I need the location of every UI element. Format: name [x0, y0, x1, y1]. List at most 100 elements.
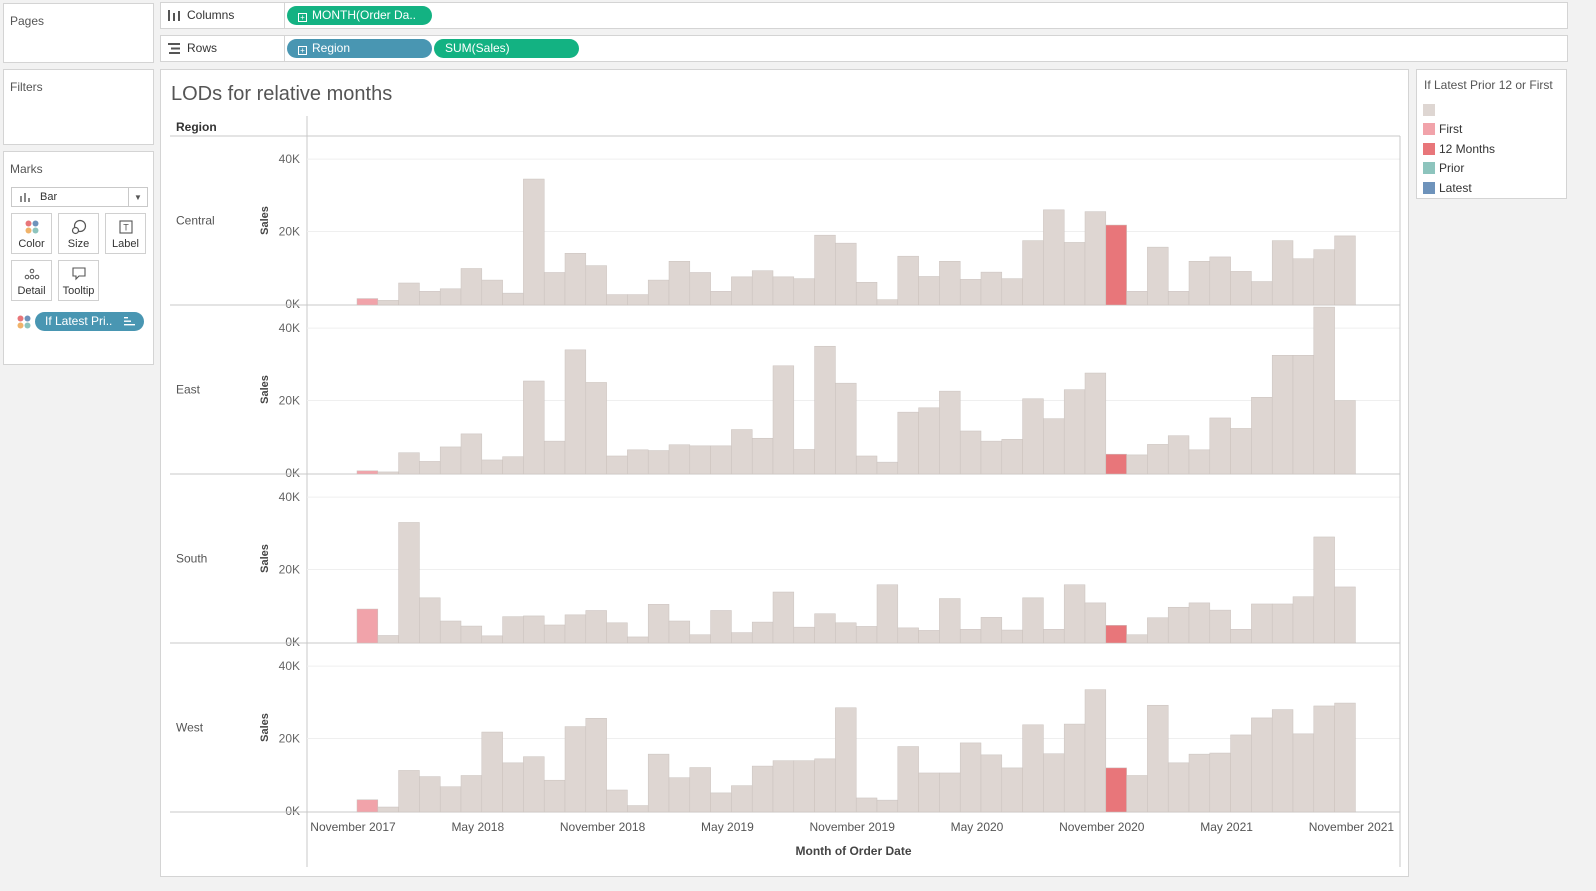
region-label: South — [176, 552, 207, 566]
bar — [460, 268, 483, 306]
region-pill[interactable]: + Region — [287, 39, 432, 58]
color-field-pill-label: If Latest Pri.. — [45, 314, 113, 328]
bar — [1022, 724, 1044, 813]
bar-chart: Region 0K 20K 40K Central Sales 0K 20K 40K East Sa… — [170, 116, 1401, 867]
chevron-down-icon[interactable]: ▼ — [128, 188, 147, 206]
bar — [1063, 389, 1086, 475]
bar — [939, 772, 961, 813]
y-tick-label: 20K — [279, 563, 300, 577]
color-field-pill[interactable]: If Latest Pri.. — [35, 312, 144, 331]
expand-icon[interactable]: + — [298, 13, 307, 22]
bar — [772, 276, 795, 306]
bar — [1001, 278, 1023, 306]
bar — [1001, 767, 1023, 813]
bar — [647, 604, 670, 644]
legend-item-label: 12 Months — [1439, 142, 1496, 156]
bar — [731, 785, 753, 813]
expand-icon[interactable]: + — [298, 46, 307, 55]
y-tick-label: 0K — [285, 635, 300, 649]
y-tick-label: 40K — [279, 490, 300, 504]
bar — [564, 349, 587, 475]
bar — [377, 471, 399, 475]
bar — [897, 627, 919, 644]
bar — [1043, 418, 1065, 475]
bar — [543, 272, 566, 306]
color-legend[interactable]: If Latest Prior 12 or First First 12 Mon… — [1416, 69, 1567, 199]
bar — [1167, 606, 1190, 644]
bar — [419, 776, 441, 813]
bar — [1271, 603, 1294, 644]
mark-type-dropdown[interactable]: Bar ▼ — [11, 187, 148, 207]
y-axis-title: Sales — [259, 375, 271, 404]
label-button[interactable]: T Label — [105, 213, 146, 254]
bar — [689, 272, 711, 306]
bar — [876, 299, 899, 306]
y-tick-label: 0K — [285, 804, 300, 818]
filters-card-title: Filters — [10, 80, 43, 94]
legend-swatch — [1423, 123, 1435, 135]
y-tick-label: 40K — [279, 321, 300, 335]
bar — [1334, 586, 1356, 644]
bar — [1230, 734, 1252, 813]
bar — [398, 282, 420, 306]
bar — [751, 437, 774, 475]
bar — [564, 253, 587, 306]
bar — [647, 450, 670, 475]
bar — [876, 461, 899, 475]
bar — [1188, 753, 1211, 813]
text-label-icon: T — [106, 219, 145, 235]
y-axis-title: Sales — [259, 206, 271, 235]
rows-shelf[interactable]: Rows + Region SUM(Sales) — [160, 35, 1568, 62]
bar — [1292, 355, 1315, 475]
tooltip-button[interactable]: Tooltip — [58, 260, 99, 301]
bar — [772, 365, 795, 475]
y-tick-label: 40K — [279, 152, 300, 166]
bar — [502, 456, 524, 475]
marks-card: Marks Bar ▼ Color Size T Label Detail — [3, 151, 154, 365]
bar — [1167, 435, 1190, 475]
pages-card[interactable]: Pages — [3, 3, 154, 63]
bar — [1105, 625, 1127, 644]
bar — [398, 522, 420, 644]
bar — [1126, 775, 1148, 813]
bar — [918, 772, 940, 813]
bar — [481, 731, 503, 813]
bar — [627, 449, 649, 475]
bar — [627, 294, 649, 306]
bar — [835, 707, 857, 813]
x-tick-label: May 2020 — [951, 820, 1004, 834]
month-order-date-pill[interactable]: + MONTH(Order Da.. — [287, 6, 432, 25]
bar — [460, 775, 483, 813]
bar — [668, 444, 691, 475]
filters-card[interactable]: Filters — [3, 69, 154, 145]
bar — [356, 470, 379, 475]
y-tick-label: 20K — [279, 732, 300, 746]
bar — [1334, 400, 1356, 475]
bar — [481, 459, 503, 475]
bar — [1188, 261, 1211, 306]
bar — [1063, 723, 1086, 813]
size-button[interactable]: Size — [58, 213, 99, 254]
bar — [1292, 733, 1315, 813]
bar — [1001, 629, 1023, 644]
bar — [543, 779, 566, 813]
bar — [710, 610, 732, 644]
legend-item-label: Latest — [1439, 181, 1472, 195]
tooltip-bubble-icon — [59, 266, 98, 282]
bar — [876, 584, 899, 644]
sum-sales-pill[interactable]: SUM(Sales) — [434, 39, 579, 58]
bar — [959, 629, 982, 644]
detail-button[interactable]: Detail — [11, 260, 52, 301]
bar — [439, 288, 462, 306]
bar — [980, 440, 1003, 475]
bar — [814, 758, 836, 813]
bar — [772, 760, 795, 813]
bar — [481, 279, 503, 306]
bar — [855, 626, 878, 644]
columns-shelf[interactable]: Columns + MONTH(Order Da.. — [160, 2, 1568, 29]
bar — [939, 390, 961, 475]
sum-sales-pill-label: SUM(Sales) — [445, 41, 510, 55]
color-button[interactable]: Color — [11, 213, 52, 254]
bar — [793, 278, 815, 306]
bar — [564, 726, 587, 813]
